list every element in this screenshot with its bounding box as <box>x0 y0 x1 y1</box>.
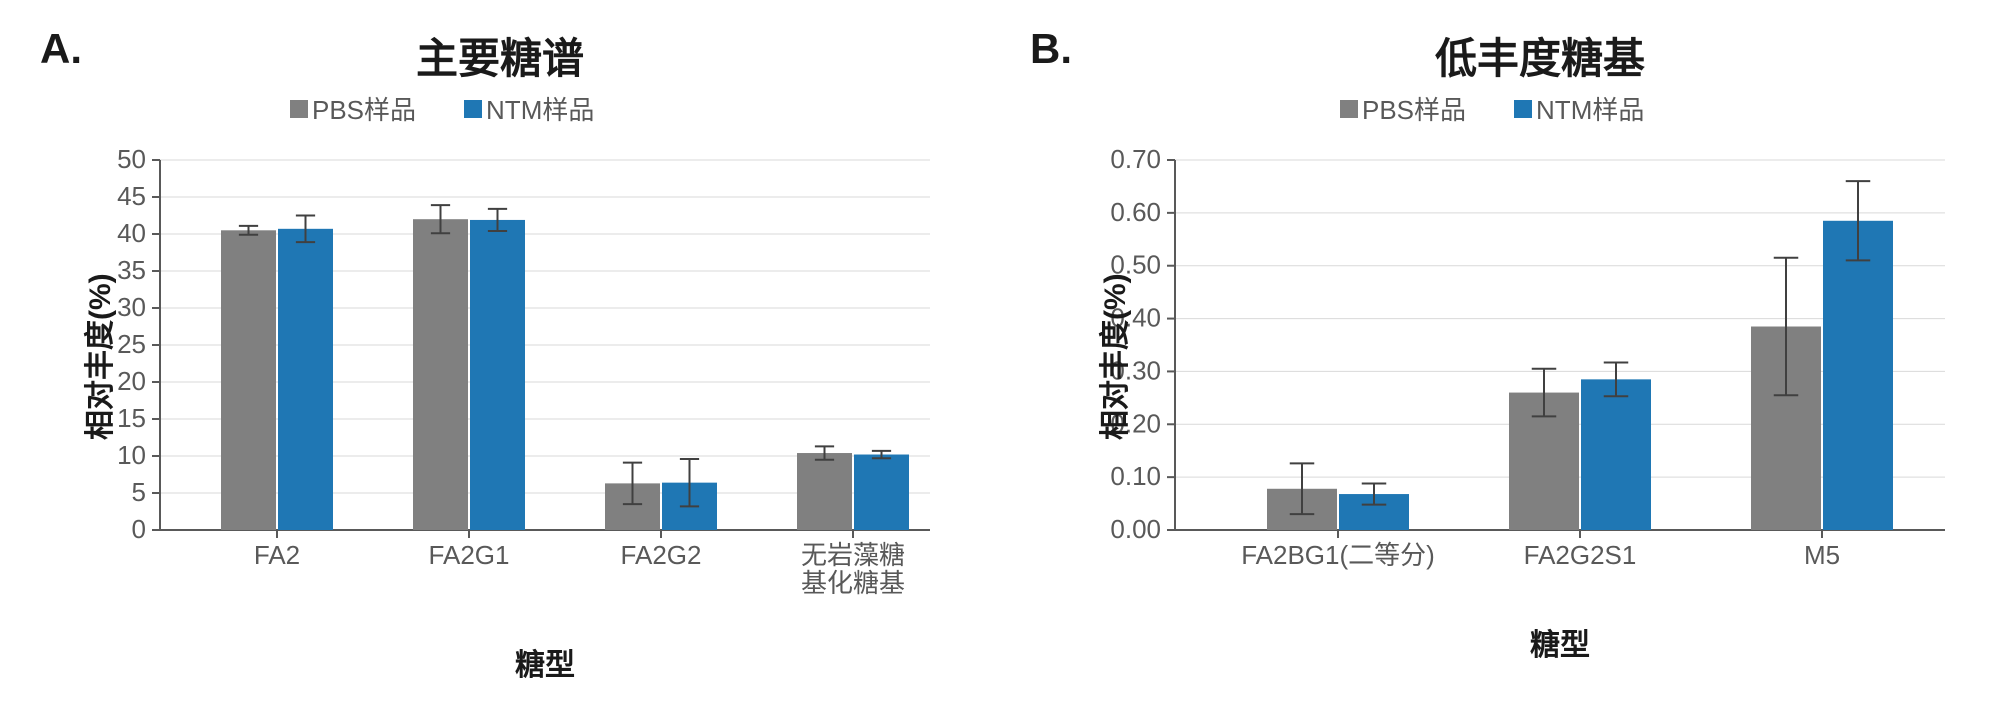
svg-text:0.10: 0.10 <box>1110 461 1161 491</box>
panel-a-legend: PBS样品 NTM样品 <box>290 90 594 127</box>
panel-b-label: B. <box>1030 25 1072 73</box>
category-label: FA2BG1(二等分) <box>1241 540 1435 570</box>
svg-text:0.00: 0.00 <box>1110 514 1161 544</box>
legend-label: PBS样品 <box>312 90 416 127</box>
panel-b-legend: PBS样品 NTM样品 <box>1340 90 1644 127</box>
bar-pbs <box>413 219 468 530</box>
legend-swatch-icon <box>464 100 482 118</box>
svg-text:10: 10 <box>117 440 146 470</box>
bar-pbs <box>221 230 276 530</box>
panel-a-label: A. <box>40 25 82 73</box>
legend-swatch-icon <box>1514 100 1532 118</box>
category-label: FA2G2S1 <box>1524 540 1637 570</box>
panel-b-xaxis-title: 糖型 <box>1460 620 1660 664</box>
svg-text:0: 0 <box>132 514 146 544</box>
panel-b-yaxis-title: 相对丰度(%) <box>1090 273 1134 440</box>
svg-text:20: 20 <box>117 366 146 396</box>
panel-b-title: 低丰度糖基 <box>1340 25 1740 86</box>
legend-swatch-icon <box>1340 100 1358 118</box>
bar-pbs <box>797 453 852 530</box>
panel-a-plot: 0 5 10 15 20 25 30 35 40 45 50 FA2 FA2G1 FA2G2 无岩藻糖基化糖… <box>90 130 940 620</box>
svg-text:0.70: 0.70 <box>1110 144 1161 174</box>
svg-text:30: 30 <box>117 292 146 322</box>
bar-ntm <box>278 229 333 530</box>
svg-text:50: 50 <box>117 144 146 174</box>
panel-a-title: 主要糖谱 <box>300 25 700 86</box>
panel-a-yaxis-title: 相对丰度(%) <box>75 273 119 440</box>
legend-item-pbs: PBS样品 <box>290 90 416 127</box>
bar-ntm <box>470 220 525 530</box>
bar-ntm <box>1581 379 1651 530</box>
svg-text:40: 40 <box>117 218 146 248</box>
svg-text:5: 5 <box>132 477 146 507</box>
legend-label: NTM样品 <box>1536 90 1644 127</box>
category-label: 基化糖基 <box>801 568 905 598</box>
legend-item-ntm: NTM样品 <box>464 90 594 127</box>
category-label: M5 <box>1804 540 1840 570</box>
svg-text:45: 45 <box>117 181 146 211</box>
category-label: FA2 <box>254 540 300 570</box>
legend-item-ntm: NTM样品 <box>1514 90 1644 127</box>
svg-text:35: 35 <box>117 255 146 285</box>
svg-text:0.60: 0.60 <box>1110 197 1161 227</box>
legend-swatch-icon <box>290 100 308 118</box>
bar-ntm <box>854 455 909 530</box>
legend-label: NTM样品 <box>486 90 594 127</box>
svg-text:25: 25 <box>117 329 146 359</box>
category-label: FA2G1 <box>429 540 510 570</box>
bar-ntm <box>1823 221 1893 530</box>
panel-a: A. 主要糖谱 PBS样品 NTM样品 0 5 10 15 20 25 30 35 40 45 50 F… <box>0 0 1000 710</box>
legend-label: PBS样品 <box>1362 90 1466 127</box>
figure-root: A. 主要糖谱 PBS样品 NTM样品 0 5 10 15 20 25 30 35 40 45 50 F… <box>0 0 2000 710</box>
panel-b-plot: 0.000.100.200.300.400.500.600.70FA2BG1(二… <box>1105 130 1955 620</box>
panel-a-xaxis-title: 糖型 <box>445 640 645 684</box>
category-label: 无岩藻糖 <box>801 540 905 570</box>
category-label: FA2G2 <box>621 540 702 570</box>
legend-item-pbs: PBS样品 <box>1340 90 1466 127</box>
panel-b: B. 低丰度糖基 PBS样品NTM样品 0.000.100.200.300.40… <box>1000 0 2000 710</box>
svg-text:15: 15 <box>117 403 146 433</box>
